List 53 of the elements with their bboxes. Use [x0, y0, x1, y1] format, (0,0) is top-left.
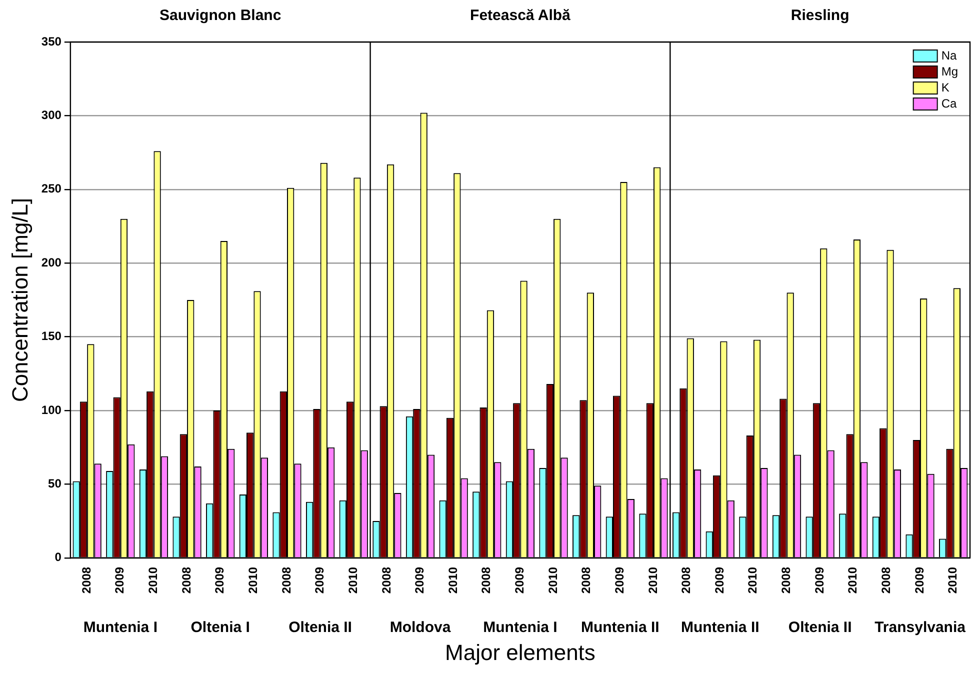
x-tick-label: 2008: [779, 566, 794, 594]
x-tick-label: 2008: [279, 566, 294, 594]
x-tick-label: 2008: [679, 566, 694, 594]
text: Riesling: [790, 7, 850, 24]
x-tick-label: 2009: [412, 566, 427, 594]
x-tick-label: 2008: [79, 566, 94, 594]
text: Transylvania: [874, 619, 966, 636]
text: Oltenia I: [190, 619, 250, 636]
x-tick-label: 2009: [312, 566, 327, 594]
legend-label: K: [941, 80, 950, 94]
x-tick-label: 2010: [246, 566, 260, 594]
text: Muntenia II: [580, 619, 660, 636]
text: Oltenia II: [788, 619, 852, 636]
x-tick-label: 2010: [546, 566, 560, 594]
x-tick-label: 2008: [179, 566, 194, 594]
y-axis-title: Concentration [mg/L]: [7, 198, 32, 402]
x-tick-label: 2009: [812, 566, 826, 594]
text: Muntenia II: [680, 619, 760, 636]
x-tick-label: 2010: [746, 566, 760, 594]
x-tick-label: 2010: [446, 566, 460, 594]
y-tick-label: 0: [54, 550, 62, 564]
y-tick-label: 150: [41, 329, 62, 344]
text: Fetească Albă: [470, 7, 572, 24]
x-tick-label: 2008: [579, 566, 594, 594]
text: Moldova: [390, 619, 452, 636]
text: Muntenia I: [483, 619, 558, 636]
text: Muntenia I: [83, 619, 158, 636]
x-tick-label: 2008: [879, 566, 894, 594]
y-tick-label: 200: [41, 255, 62, 270]
x-tick-label: 2009: [112, 566, 127, 594]
x-tick-label: 2008: [379, 566, 394, 594]
x-tick-label: 2009: [512, 566, 527, 594]
legend-label: Na: [941, 48, 957, 62]
x-tick-label: 2010: [846, 566, 860, 594]
x-tick-label: 2010: [946, 566, 960, 594]
x-tick-label: 2009: [712, 566, 726, 594]
x-axis-title: Major elements: [445, 640, 596, 665]
legend-label: Mg: [941, 64, 958, 78]
text: Sauvignon Blanc: [160, 7, 282, 24]
x-tick-label: 2010: [146, 566, 160, 594]
y-tick-label: 100: [41, 402, 62, 417]
y-tick-label: 50: [48, 476, 62, 491]
x-tick-label: 2009: [612, 566, 626, 594]
x-tick-label: 2009: [912, 566, 926, 594]
x-tick-label: 2010: [646, 566, 660, 594]
x-tick-label: 2009: [212, 566, 227, 594]
x-tick-label: 2010: [346, 566, 360, 594]
y-tick-label: 350: [41, 34, 62, 48]
y-tick-label: 250: [41, 182, 62, 196]
y-tick-label: 300: [41, 108, 62, 122]
legend-label: Ca: [941, 96, 957, 110]
x-tick-label: 2008: [479, 566, 494, 594]
text: Oltenia II: [288, 619, 352, 636]
